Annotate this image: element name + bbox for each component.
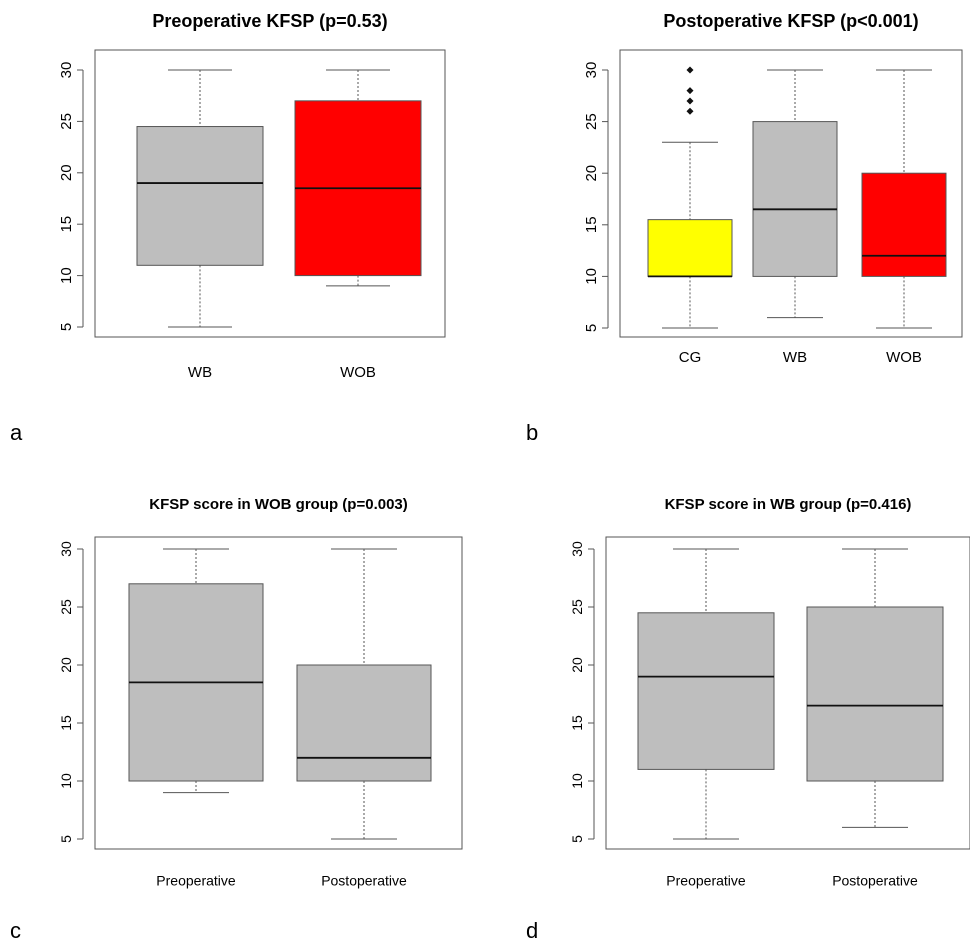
- outlier-point: [686, 87, 694, 95]
- panel-letter: d: [526, 918, 538, 941]
- y-tick-label: 5: [58, 835, 74, 843]
- y-tick-label: 15: [58, 216, 75, 233]
- plot-frame: [619, 49, 963, 338]
- y-tick-label: 30: [583, 62, 600, 79]
- box-preoperative: [128, 548, 264, 794]
- panel-letter: b: [526, 420, 538, 445]
- y-tick-label: 25: [569, 599, 585, 615]
- y-tick-label: 5: [569, 835, 585, 843]
- box-postoperative: [806, 548, 944, 828]
- category-label: WOB: [340, 364, 376, 381]
- y-tick-label: 10: [58, 267, 75, 284]
- box-postoperative: [296, 548, 432, 840]
- y-tick-label: 20: [58, 657, 74, 673]
- plot-frame: [94, 536, 463, 850]
- panel-d: KFSP score in WB group (p=0.416) 5 10 15 20 2…: [526, 496, 970, 941]
- y-tick-label: 20: [583, 165, 600, 182]
- panels: Preoperative KFSP (p=0.53) 5 10 15 20 25 30 WB W…: [10, 11, 970, 941]
- y-tick-label: 25: [58, 599, 74, 615]
- box-iqr: [861, 172, 947, 277]
- box-iqr: [296, 664, 432, 782]
- plot-frame: [94, 49, 446, 338]
- outlier-point: [686, 97, 694, 105]
- y-tick-label: 15: [583, 216, 600, 233]
- y-tick-label: 10: [569, 773, 585, 789]
- chart-title: KFSP score in WOB group (p=0.003): [149, 496, 408, 513]
- chart-title: Postoperative KFSP (p<0.001): [663, 11, 918, 31]
- panel-c: KFSP score in WOB group (p=0.003) 5 10 15 20…: [10, 496, 463, 941]
- panel-letter: c: [10, 918, 21, 941]
- box-preoperative: [637, 548, 775, 840]
- y-tick-label: 5: [58, 323, 75, 331]
- category-label: WOB: [886, 349, 922, 366]
- y-tick-label: 10: [583, 268, 600, 285]
- plot-frame: [605, 536, 970, 850]
- panel-letter: a: [10, 420, 23, 445]
- category-label: CG: [679, 349, 702, 366]
- y-tick-label: 15: [58, 715, 74, 731]
- box-wob: [861, 69, 947, 329]
- category-label: WB: [783, 349, 807, 366]
- outlier-point: [686, 66, 694, 74]
- panel-a: Preoperative KFSP (p=0.53) 5 10 15 20 25 30 WB W…: [10, 11, 446, 445]
- box-iqr: [136, 126, 264, 266]
- y-tick-label: 25: [583, 113, 600, 130]
- y-tick-label: 5: [583, 324, 600, 332]
- box-cg: [647, 66, 733, 329]
- box-iqr: [637, 612, 775, 770]
- box-wob: [294, 69, 422, 287]
- y-tick-label: 15: [569, 715, 585, 731]
- chart-title: Preoperative KFSP (p=0.53): [152, 11, 387, 31]
- chart-title: KFSP score in WB group (p=0.416): [665, 496, 912, 513]
- y-tick-label: 30: [58, 62, 75, 79]
- y-tick-label: 20: [58, 164, 75, 181]
- category-label: Preoperative: [666, 873, 746, 889]
- box-wb: [136, 69, 264, 328]
- y-tick-label: 30: [569, 541, 585, 557]
- y-tick-label: 30: [58, 541, 74, 557]
- y-tick-label: 20: [569, 657, 585, 673]
- box-iqr: [806, 606, 944, 782]
- category-label: Preoperative: [156, 873, 236, 889]
- y-tick-label: 10: [58, 773, 74, 789]
- box-iqr: [752, 121, 838, 277]
- box-wb: [752, 69, 838, 319]
- category-label: WB: [188, 364, 212, 381]
- category-label: Postoperative: [321, 873, 407, 889]
- category-label: Postoperative: [832, 873, 918, 889]
- panel-b: Postoperative KFSP (p<0.001) 5 10 15 20 25 30 C…: [526, 11, 963, 445]
- box-iqr: [647, 219, 733, 277]
- outlier-point: [686, 107, 694, 115]
- y-tick-label: 25: [58, 113, 75, 130]
